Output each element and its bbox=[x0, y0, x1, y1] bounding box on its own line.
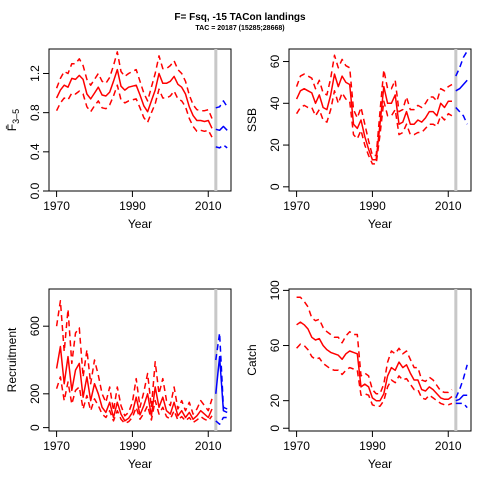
fbar-historical-lower-line bbox=[55, 84, 213, 138]
catch-x-tick-label: 1970 bbox=[283, 439, 310, 453]
recruitment-y-axis-label-main: Recruitment bbox=[5, 327, 19, 392]
fbar-y-axis-label: F̄3–5 bbox=[5, 109, 21, 131]
recruitment-plot-frame bbox=[48, 288, 232, 432]
ssb-x-tick-label: 1970 bbox=[283, 199, 310, 213]
fbar-plot-frame bbox=[48, 48, 232, 192]
catch-x-tick-label: 2010 bbox=[435, 439, 462, 453]
ssb-y-tick-label: 0 bbox=[268, 183, 282, 190]
fbar-panel: 1970 1990 2010 0.0 0.4 0.8 1.2 Year F̄3–5 bbox=[5, 48, 232, 231]
ssb-x-tick-label: 1990 bbox=[359, 199, 386, 213]
catch-y-tick-label: 100 bbox=[268, 280, 282, 300]
catch-projection-central-line bbox=[455, 394, 468, 402]
figure-subtitle: TAC = 20187 (15285;28668) bbox=[195, 25, 284, 32]
recruitment-panel: 1970 1990 2010 0 200 600 Year Recruitment bbox=[5, 288, 232, 471]
fbar-projection-upper-line bbox=[215, 100, 228, 109]
ssb-y-axis-label: SSB bbox=[245, 108, 259, 132]
ssb-projection-lower-line bbox=[455, 106, 468, 125]
catch-panel: 1970 1990 2010 0 20 60 100 Year Catch bbox=[245, 280, 472, 471]
recruitment-y-tick-label: 200 bbox=[28, 383, 42, 403]
fbar-x-tick-label: 1970 bbox=[43, 199, 70, 213]
fbar-projection-lower-line bbox=[215, 144, 228, 149]
recruitment-y-tick-label: 600 bbox=[28, 316, 42, 336]
recruitment-y-axis-label: Recruitment bbox=[5, 327, 19, 392]
ssb-y-tick-label: 40 bbox=[268, 96, 282, 110]
fbar-y-tick-label: 0.4 bbox=[28, 143, 42, 160]
ssb-y-tick-label: 60 bbox=[268, 55, 282, 69]
catch-y-axis-label-main: Catch bbox=[245, 344, 259, 375]
recruitment-historical-lower-line bbox=[55, 376, 213, 425]
fbar-x-tick-label: 2010 bbox=[195, 199, 222, 213]
catch-plot-frame bbox=[288, 288, 472, 432]
catch-historical-lower-line bbox=[296, 343, 453, 407]
ssb-y-axis-label-main: SSB bbox=[245, 108, 259, 132]
fbar-x-axis-label: Year bbox=[128, 217, 152, 231]
recruitment-x-tick-label: 1990 bbox=[119, 439, 146, 453]
recruitment-y-tick-label: 0 bbox=[28, 424, 42, 431]
fbar-x-tick-label: 1990 bbox=[119, 199, 146, 213]
recruitment-x-axis-label: Year bbox=[128, 457, 152, 471]
catch-y-tick-label: 20 bbox=[268, 394, 282, 408]
fbar-projection-central-line bbox=[215, 125, 228, 132]
chart-panels: 1970 1990 2010 0.0 0.4 0.8 1.2 Year F̄3–5 1970 199… bbox=[5, 48, 472, 471]
recruitment-historical-central-line bbox=[55, 345, 213, 422]
fbar-historical-central-line bbox=[55, 68, 213, 129]
recruitment-projection-upper-line bbox=[215, 332, 228, 410]
catch-projection-upper-line bbox=[455, 364, 468, 399]
catch-x-axis-label: Year bbox=[368, 457, 392, 471]
figure-title: F= Fsq, -15 TACon landings bbox=[174, 12, 306, 23]
ssb-projection-central-line bbox=[455, 79, 468, 92]
catch-historical-upper-line bbox=[296, 296, 453, 395]
recruitment-x-tick-label: 2010 bbox=[195, 439, 222, 453]
ssb-y-tick-label: 20 bbox=[268, 138, 282, 152]
fbar-y-tick-label: 1.2 bbox=[28, 65, 42, 82]
fbar-y-axis-label-main: F̄ bbox=[5, 124, 19, 131]
recruitment-projection-central-line bbox=[215, 355, 228, 414]
fbar-y-axis-label-sub: 3–5 bbox=[11, 109, 21, 124]
fbar-y-tick-label: 0.8 bbox=[28, 104, 42, 121]
ssb-x-tick-label: 2010 bbox=[435, 199, 462, 213]
ssb-historical-lower-line bbox=[295, 90, 453, 165]
fbar-historical-upper-line bbox=[55, 51, 213, 119]
recruitment-projection-lower-line bbox=[215, 416, 228, 425]
ssb-projection-upper-line bbox=[455, 50, 468, 77]
recruitment-historical-upper-line bbox=[55, 300, 213, 417]
catch-projection-lower-line bbox=[455, 402, 468, 409]
catch-y-tick-label: 60 bbox=[268, 339, 282, 353]
ssb-x-axis-label: Year bbox=[368, 217, 392, 231]
catch-historical-central-line bbox=[296, 321, 453, 402]
ssb-historical-central-line bbox=[295, 73, 452, 161]
ssb-plot-frame bbox=[288, 48, 472, 192]
ssb-panel: 1970 1990 2010 0 20 40 60 Year SSB bbox=[245, 48, 472, 231]
catch-y-tick-label: 0 bbox=[268, 425, 282, 432]
recruitment-x-tick-label: 1970 bbox=[43, 439, 70, 453]
catch-y-axis-label: Catch bbox=[245, 344, 259, 375]
catch-x-tick-label: 1990 bbox=[359, 439, 386, 453]
ssb-historical-upper-line bbox=[295, 54, 453, 157]
fbar-y-tick-label: 0.0 bbox=[28, 182, 42, 199]
